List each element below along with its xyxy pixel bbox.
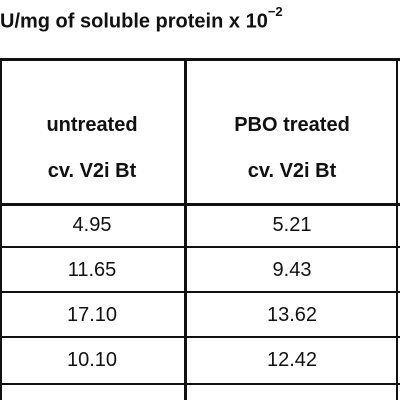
table-cell: 4.95 (72, 214, 112, 236)
border (396, 60, 398, 400)
title-exponent: −2 (267, 4, 283, 19)
title-text: U/mg of soluble protein x 10 (0, 10, 268, 33)
table-cell: 17.10 (66, 304, 118, 326)
header-cell: PBO treated (234, 114, 350, 136)
table-cell: 11.65 (67, 259, 117, 281)
column-divider (184, 60, 187, 400)
border (0, 60, 2, 400)
rule (0, 203, 400, 206)
rule (0, 58, 400, 61)
table-cell: 5.21 (272, 214, 312, 236)
rule (0, 336, 400, 338)
table-cell: 9.43 (272, 259, 312, 281)
table-title: U/mg of soluble protein x 10−2 (0, 4, 283, 34)
rule (0, 246, 400, 248)
rule (0, 291, 400, 293)
table-cell: 13.62 (266, 304, 318, 326)
header-cell: untreated (46, 114, 138, 136)
rule (0, 383, 400, 385)
header-cell: cv. V2i Bt (47, 160, 137, 182)
table-cell: 10.10 (66, 349, 118, 371)
header-cell: cv. V2i Bt (247, 160, 337, 182)
table-cell: 12.42 (266, 349, 318, 371)
